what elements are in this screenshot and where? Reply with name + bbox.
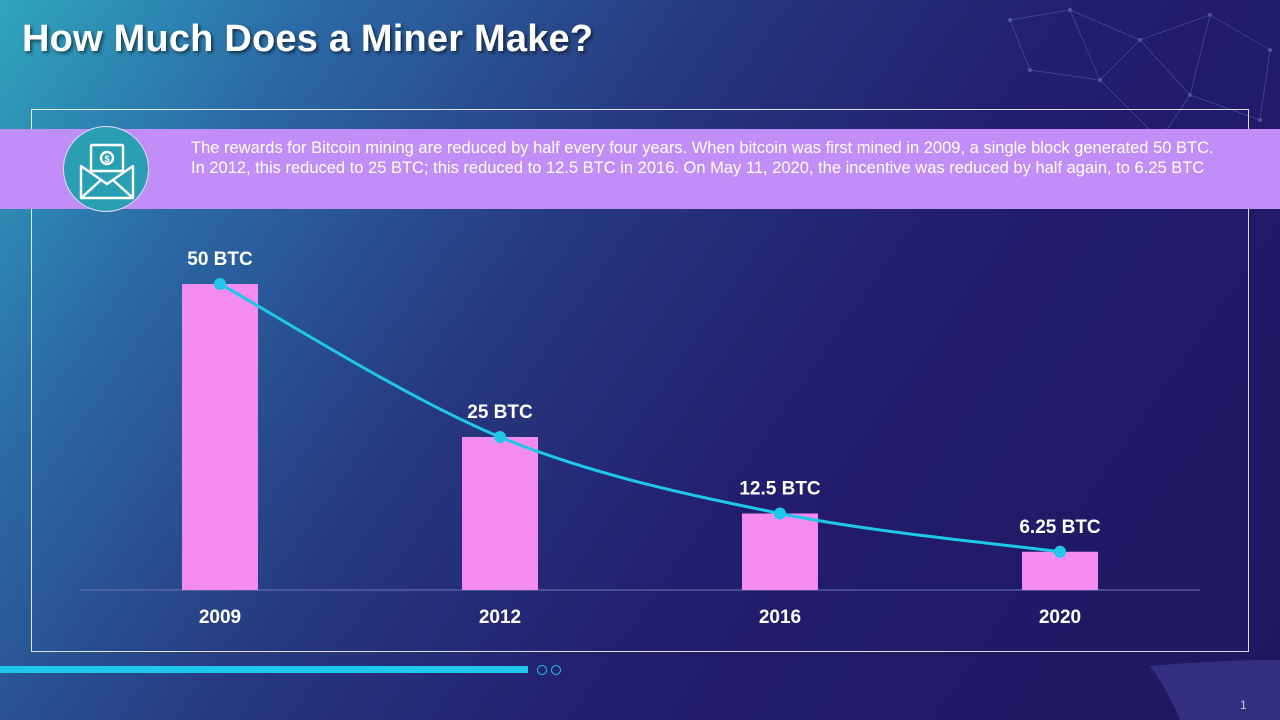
corner-decoration bbox=[1150, 660, 1280, 720]
trend-line bbox=[219, 282, 1061, 554]
trend-point-2020 bbox=[1054, 545, 1066, 558]
x-tick-label-2016: 2016 bbox=[759, 607, 801, 628]
nav-dot bbox=[537, 665, 547, 675]
description-band bbox=[0, 129, 1280, 209]
x-tick-label-2020: 2020 bbox=[1039, 607, 1081, 628]
trend-point-2009 bbox=[214, 278, 226, 290]
data-label-2009: 50 BTC bbox=[187, 249, 253, 270]
data-label-2016: 12.5 BTC bbox=[739, 479, 821, 500]
bar-2016 bbox=[742, 513, 818, 590]
money-envelope-icon: $ bbox=[79, 143, 135, 200]
icon-circle: $ bbox=[63, 126, 149, 212]
trend-point-2012 bbox=[494, 431, 506, 443]
data-label-2020: 6.25 BTC bbox=[1019, 517, 1101, 538]
bar-2012 bbox=[462, 437, 538, 590]
data-label-2012: 25 BTC bbox=[467, 402, 533, 423]
network-decoration bbox=[1007, 7, 1273, 143]
description-text: The rewards for Bitcoin mining are reduc… bbox=[191, 139, 1214, 177]
bar-2009 bbox=[182, 284, 258, 590]
svg-text:$: $ bbox=[104, 154, 109, 164]
x-tick-label-2012: 2012 bbox=[479, 607, 521, 628]
trend-point-2016 bbox=[774, 507, 786, 520]
progress-bar bbox=[0, 666, 528, 673]
x-tick-label-2009: 2009 bbox=[199, 607, 241, 628]
chart-frame bbox=[31, 109, 1249, 652]
nav-dot bbox=[551, 665, 561, 675]
bar-2020 bbox=[1022, 551, 1098, 590]
page-title: How Much Does a Miner Make? bbox=[22, 18, 594, 60]
page-number: 1 bbox=[1240, 698, 1247, 712]
